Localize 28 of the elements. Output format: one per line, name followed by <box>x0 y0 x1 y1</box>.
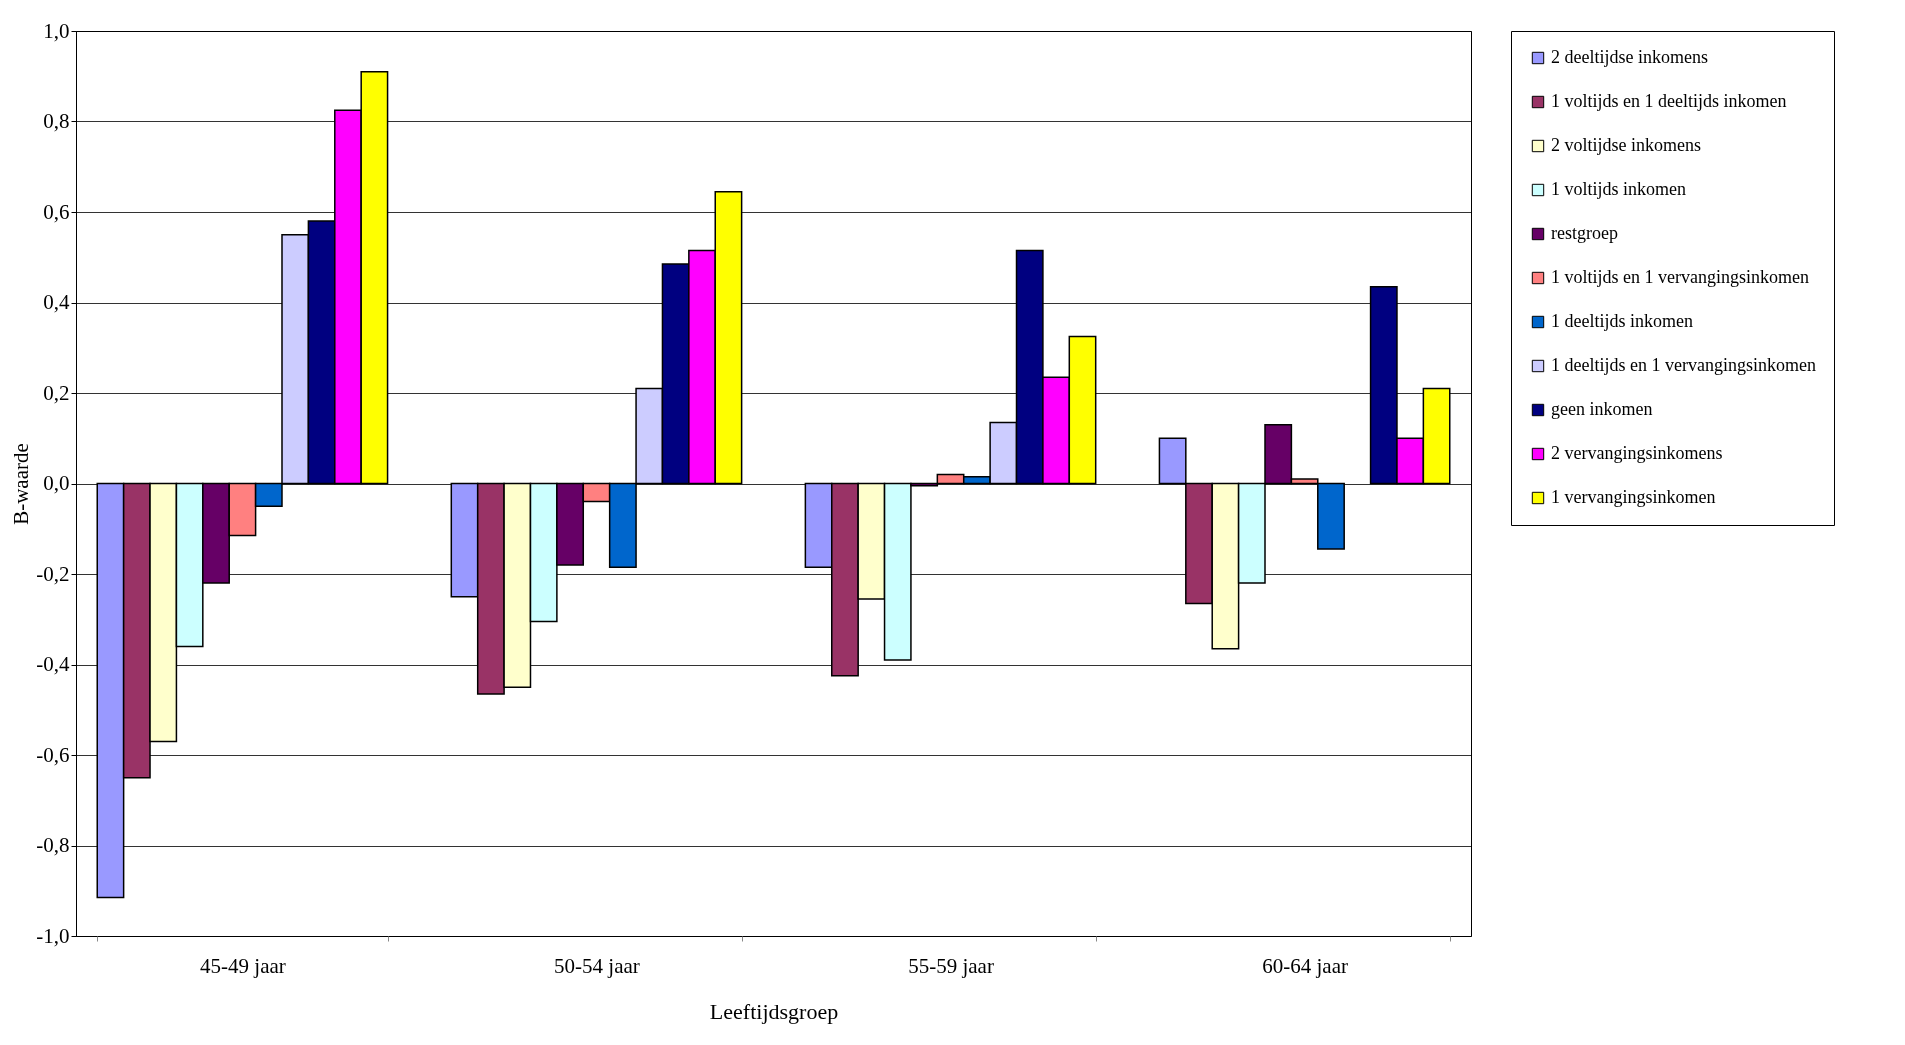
x-tick-label: 55-59 jaar <box>908 953 994 978</box>
y-tick-label: -0,4 <box>36 652 70 676</box>
y-tick-label: -0,8 <box>36 833 70 857</box>
x-axis-title: Leeftijdsgroep <box>709 998 839 1024</box>
legend-label: 1 voltijds en 1 deeltijds inkomen <box>1551 91 1787 111</box>
legend-label: 2 vervangingsinkomens <box>1551 443 1723 463</box>
x-tick-label: 45-49 jaar <box>200 953 286 978</box>
legend-label: 2 voltijdse inkomens <box>1551 135 1701 155</box>
legend-label: 1 deeltijds inkomen <box>1551 311 1693 331</box>
legend-label: 1 vervangingsinkomen <box>1551 487 1716 507</box>
y-tick-label: 0,8 <box>43 109 70 133</box>
y-tick-label: 0,0 <box>43 471 70 495</box>
y-tick-label: -0,6 <box>36 742 70 767</box>
y-axis-title: B-waarde <box>9 443 34 525</box>
legend-label: 1 voltijds en 1 vervangingsinkomen <box>1551 267 1809 287</box>
x-tick-label: 60-64 jaar <box>1262 953 1348 978</box>
y-tick-label: 0,4 <box>43 290 70 314</box>
y-tick-label: -1,0 <box>36 923 70 948</box>
legend-label: 1 voltijds inkomen <box>1551 179 1686 199</box>
y-tick-label: 1,0 <box>43 18 70 43</box>
legend-label: restgroep <box>1551 223 1618 243</box>
y-tick-label: 0,6 <box>43 199 70 224</box>
y-tick-label: -0,2 <box>36 561 70 586</box>
legend-label: 2 deeltijdse inkomens <box>1551 47 1708 67</box>
legend-label: geen inkomen <box>1551 399 1653 419</box>
y-tick-label: 0,2 <box>43 380 70 405</box>
x-tick-label: 50-54 jaar <box>554 953 640 978</box>
legend-label: 1 deeltijds en 1 vervangingsinkomen <box>1551 355 1816 375</box>
